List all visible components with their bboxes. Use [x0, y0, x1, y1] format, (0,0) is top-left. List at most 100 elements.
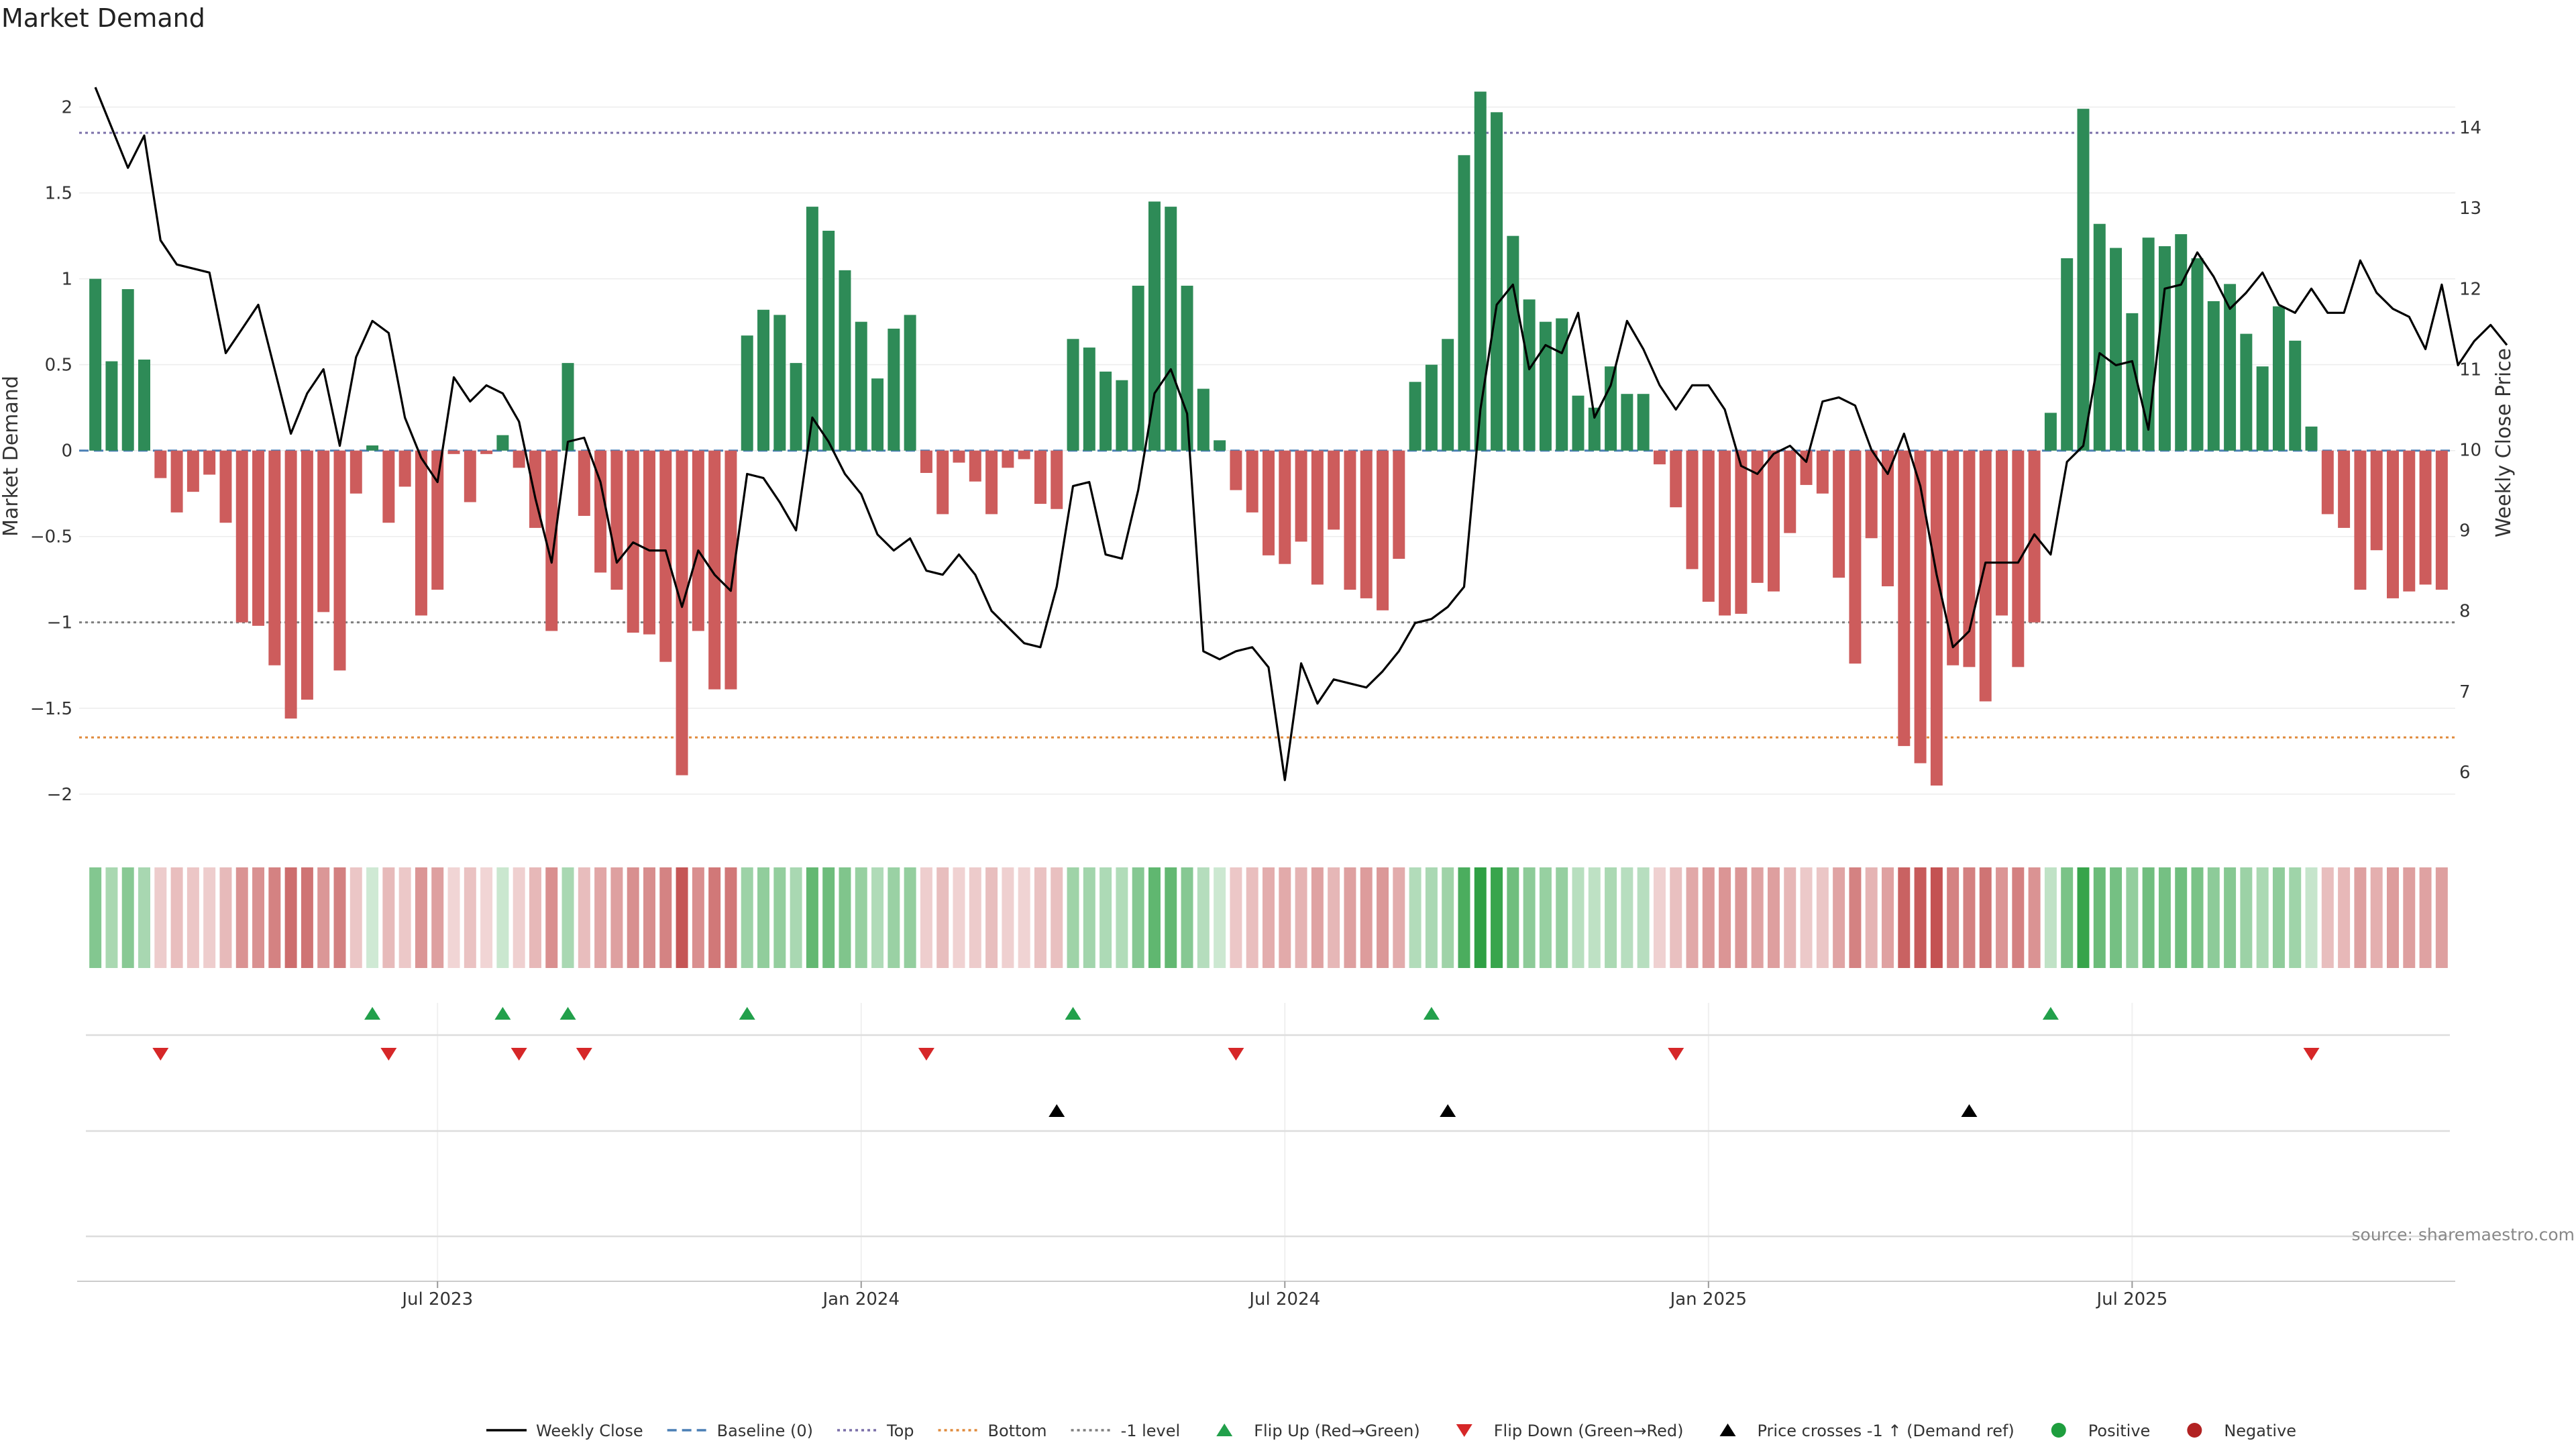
positive-bar	[757, 310, 769, 451]
heat-cell	[969, 867, 981, 968]
positive-bar	[2273, 307, 2285, 451]
heat-cell	[464, 867, 476, 968]
negative-bar	[252, 451, 264, 626]
flip-down-marker	[1668, 1048, 1684, 1061]
heat-cell	[301, 867, 313, 968]
heat-cell	[1491, 867, 1503, 968]
heat-cell	[1605, 867, 1617, 968]
heat-cell	[252, 867, 264, 968]
x-axis: Jul 2023 Jan 2024 Jul 2024 Jan 2025 Jul 2025	[77, 1281, 2455, 1309]
negative-bar	[1393, 451, 1405, 559]
heat-cell	[2436, 867, 2448, 968]
heat-cell	[1523, 867, 1536, 968]
heat-cell	[1686, 867, 1699, 968]
legend-swatch	[1720, 1424, 1736, 1436]
negative-bar	[578, 451, 590, 516]
positive-bar	[1165, 207, 1177, 451]
positive-bar	[89, 279, 101, 451]
legend-label: Price crosses -1 ↑ (Demand ref)	[1758, 1421, 2015, 1440]
negative-bar	[1931, 451, 1943, 786]
heat-cell	[610, 867, 623, 968]
heat-cell	[1409, 867, 1421, 968]
negative-bar	[431, 451, 443, 590]
legend-item-line-dot-orange: Bottom	[938, 1421, 1047, 1440]
heat-cell	[2371, 867, 2383, 968]
heat-cell	[871, 867, 883, 968]
positive-bar	[1442, 339, 1454, 450]
negative-bar	[2436, 451, 2448, 590]
heat-cell	[122, 867, 134, 968]
positive-bar	[138, 360, 150, 451]
heat-cell	[1426, 867, 1438, 968]
heat-cell	[1474, 867, 1487, 968]
heat-cell	[855, 867, 867, 968]
y-axis-left: −2 −1.5 −1 −0.5 0 0.5 1 1.5 2	[30, 98, 72, 805]
positive-bar	[2289, 341, 2301, 451]
negative-bar	[1915, 451, 1927, 763]
heat-cell	[1311, 867, 1324, 968]
legend-label: Negative	[2224, 1421, 2296, 1440]
negative-bar	[969, 451, 981, 482]
negative-bar	[1719, 451, 1731, 616]
y2-tick-label: 11	[2459, 360, 2481, 380]
positive-bar	[904, 315, 916, 450]
heat-cell	[545, 867, 557, 968]
heat-cell	[2029, 867, 2041, 968]
heat-cell	[2143, 867, 2155, 968]
heat-cell	[2208, 867, 2220, 968]
heat-cell	[529, 867, 541, 968]
negative-bar	[676, 451, 688, 775]
positive-bar	[2257, 366, 2269, 450]
legend-label: Weekly Close	[536, 1421, 643, 1440]
heat-cell	[1768, 867, 1780, 968]
heat-cell	[904, 867, 916, 968]
heat-cell	[1002, 867, 1014, 968]
heat-cell	[2061, 867, 2073, 968]
heat-cell	[1882, 867, 1894, 968]
positive-bar	[1426, 365, 1438, 451]
heat-cell	[1393, 867, 1405, 968]
negative-bar	[1784, 451, 1796, 533]
positive-bar	[1523, 299, 1536, 450]
heat-cell	[2175, 867, 2187, 968]
y-tick-label: 2	[61, 98, 72, 118]
heat-cell	[2126, 867, 2138, 968]
negative-bar	[1996, 451, 2008, 616]
x-tick-label: Jan 2024	[822, 1289, 900, 1309]
legend-label: Top	[886, 1421, 914, 1440]
legend-label: -1 level	[1121, 1421, 1181, 1440]
positive-bar	[1197, 389, 1210, 451]
heat-cell	[1279, 867, 1291, 968]
y2-axis-label: Weekly Close Price	[2492, 348, 2516, 537]
price-cross-marker	[1440, 1104, 1456, 1117]
negative-bar	[1328, 451, 1340, 530]
heat-cell	[920, 867, 932, 968]
legend-item-dot-green: Positive	[2051, 1421, 2151, 1440]
negative-bar	[1833, 451, 1845, 578]
negative-bar	[1279, 451, 1291, 564]
flip-up-marker	[364, 1007, 380, 1020]
negative-bar	[1703, 451, 1715, 602]
demand-bars	[89, 92, 2448, 786]
positive-bar	[2306, 427, 2318, 451]
heat-cell	[1784, 867, 1796, 968]
heat-cell	[1833, 867, 1845, 968]
positive-bar	[2192, 258, 2204, 451]
positive-bar	[888, 329, 900, 451]
positive-bar	[1491, 112, 1503, 450]
heat-cell	[2289, 867, 2301, 968]
negative-bar	[1051, 451, 1063, 509]
heat-cell	[382, 867, 394, 968]
negative-bar	[724, 451, 737, 690]
negative-bar	[2420, 451, 2432, 585]
negative-bar	[920, 451, 932, 473]
heat-cell	[1915, 867, 1927, 968]
positive-bar	[2094, 224, 2106, 451]
heat-cell	[985, 867, 998, 968]
heat-cell	[334, 867, 346, 968]
heat-cell	[2387, 867, 2399, 968]
heat-cell	[203, 867, 215, 968]
y-tick-label: 0	[61, 441, 72, 462]
heat-cell	[496, 867, 508, 968]
negative-bar	[2403, 451, 2415, 592]
